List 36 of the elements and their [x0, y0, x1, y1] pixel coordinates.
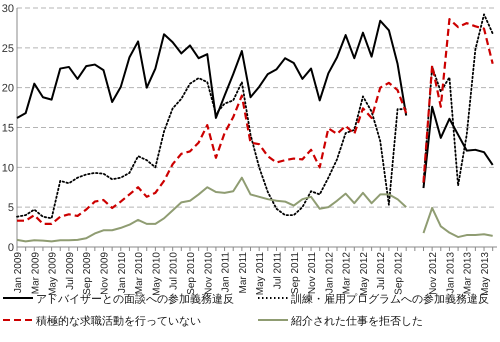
x-tick-label: Jul 2010	[168, 252, 180, 290]
x-tick-label: Mar 2013	[462, 252, 474, 294]
x-tick-label: Nov 2010	[203, 252, 214, 295]
y-tick-label: 30	[2, 3, 14, 15]
y-tick-label: 10	[2, 162, 14, 174]
legend-label: 紹介された仕事を拒否した	[290, 314, 423, 328]
x-tick-label: Nov 2012	[428, 252, 440, 295]
x-tick-label: Jan 2013	[445, 252, 456, 294]
x-tick-label: May 2011	[255, 252, 266, 296]
y-tick-label: 0	[8, 242, 14, 254]
x-tick-label: May 2012	[358, 252, 370, 296]
x-tick-label: May 2010	[151, 252, 162, 296]
x-tick-label: Sep 2009	[82, 252, 94, 295]
x-tick-label: Jan 2010	[116, 252, 128, 294]
x-tick-label: Jan 2012	[324, 252, 336, 294]
x-tick-label: May 2013	[480, 252, 492, 296]
x-tick-label: Mar 2011	[238, 252, 249, 294]
x-tick-label: Sep 2011	[290, 252, 301, 294]
x-tick-label: Mar 2009	[30, 252, 42, 294]
y-tick-label: 20	[2, 82, 14, 95]
x-tick-label: Jul 2012	[376, 252, 388, 290]
x-tick-label: May 2009	[48, 252, 59, 296]
x-tick-label: Jul 2009	[64, 252, 76, 290]
x-tick-label: Mar 2012	[342, 252, 353, 294]
x-tick-label: Mar 2010	[134, 252, 146, 294]
x-tick-label: Jul 2011	[272, 252, 284, 290]
x-tick-label: Nov 2011	[307, 252, 318, 294]
x-tick-label: Jan 2011	[220, 252, 232, 292]
x-tick-label: Sep 2012	[394, 252, 405, 295]
y-tick-label: 5	[8, 202, 14, 214]
legend-label: 積極的な求職活動を行っていない	[36, 314, 201, 328]
x-tick-label: Jan 2009	[13, 252, 24, 294]
y-tick-label: 15	[2, 122, 14, 134]
x-tick-label: Sep 2010	[186, 252, 197, 295]
x-tick-label: Nov 2009	[99, 252, 110, 295]
y-tick-label: 25	[2, 42, 14, 55]
